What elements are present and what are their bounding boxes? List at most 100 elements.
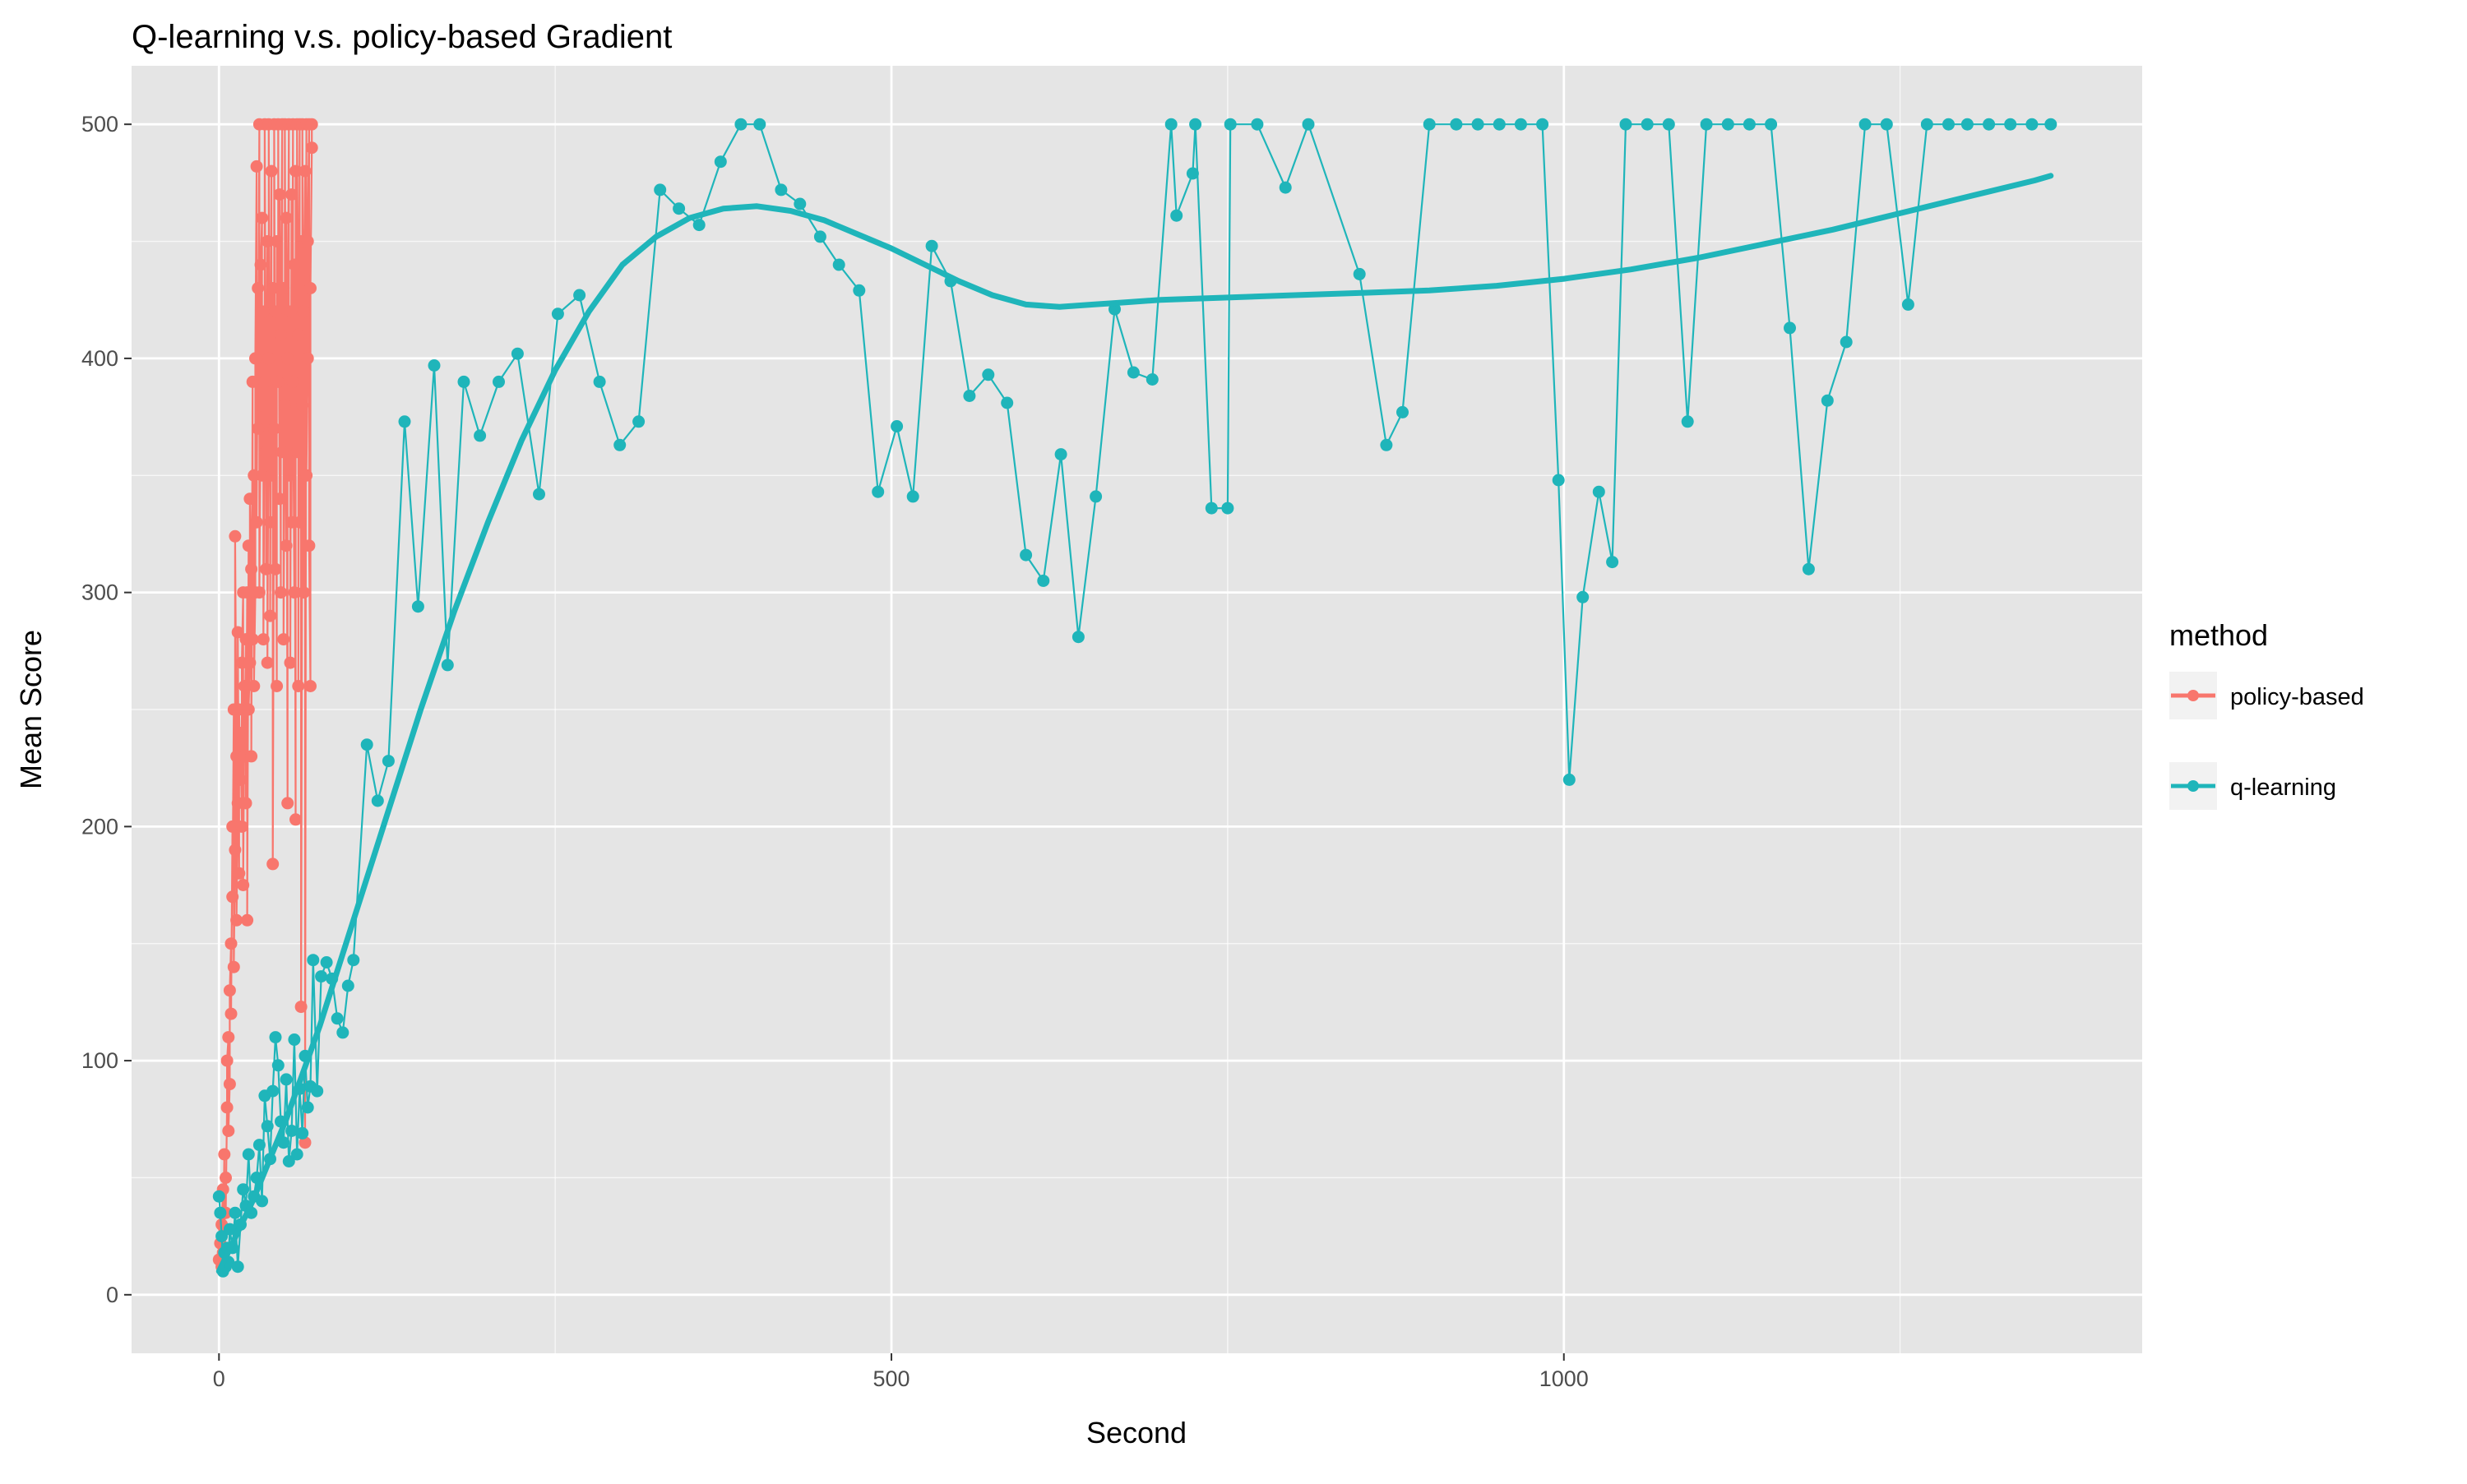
data-point-q-learning (290, 1148, 303, 1161)
data-point-q-learning (551, 307, 564, 321)
data-point-policy-based (299, 1136, 312, 1149)
data-point-q-learning (212, 1190, 225, 1203)
data-point-q-learning (1001, 396, 1014, 409)
data-point-policy-based (304, 680, 317, 692)
data-point-q-learning (360, 738, 373, 751)
data-point-q-learning (853, 284, 866, 297)
data-point-q-learning (1072, 631, 1085, 644)
data-point-q-learning (673, 202, 686, 215)
data-point-q-learning (1221, 502, 1234, 515)
data-point-policy-based (256, 469, 269, 482)
data-point-policy-based (220, 1054, 234, 1067)
data-point-q-learning (982, 368, 995, 381)
data-point-q-learning (1920, 118, 1933, 131)
data-point-policy-based (261, 235, 274, 247)
y-axis-title: Mean Score (14, 630, 48, 789)
data-point-q-learning (1765, 118, 1778, 131)
x-axis-title: Second (1086, 1416, 1187, 1449)
data-point-q-learning (2044, 118, 2057, 131)
data-point-q-learning (269, 1031, 282, 1044)
data-point-policy-based (229, 844, 242, 857)
data-point-policy-based (223, 1078, 236, 1091)
data-point-q-learning (1279, 181, 1292, 194)
data-point-q-learning (613, 438, 627, 451)
data-point-policy-based (275, 586, 287, 599)
data-point-q-learning (231, 1260, 244, 1274)
data-point-q-learning (428, 359, 441, 372)
data-point-policy-based (242, 539, 255, 552)
data-point-policy-based (252, 282, 265, 294)
data-point-policy-based (280, 539, 293, 552)
data-point-q-learning (382, 755, 395, 768)
data-point-policy-based (234, 773, 247, 786)
data-point-q-learning (261, 1120, 274, 1133)
data-point-q-learning (311, 1084, 324, 1098)
data-point-q-learning (256, 1195, 269, 1208)
data-point-q-learning (296, 1126, 309, 1140)
data-point-policy-based (220, 1101, 234, 1114)
data-point-q-learning (734, 118, 748, 131)
data-point-policy-based (237, 879, 250, 891)
data-point-policy-based (250, 159, 263, 173)
data-point-q-learning (266, 1084, 280, 1098)
data-point-q-learning (1450, 118, 1463, 131)
data-point-policy-based (264, 515, 276, 529)
data-point-q-learning (457, 375, 470, 388)
data-point-policy-based (258, 375, 271, 388)
data-point-q-learning (280, 1073, 293, 1086)
data-point-q-learning (692, 219, 706, 232)
x-tick-label: 1000 (1539, 1366, 1589, 1391)
data-point-q-learning (1743, 118, 1756, 131)
data-point-q-learning (282, 1155, 295, 1167)
data-point-policy-based (234, 727, 247, 739)
data-point-policy-based (275, 446, 289, 459)
data-point-q-learning (714, 155, 727, 169)
data-point-q-learning (474, 429, 487, 442)
data-point-q-learning (832, 258, 845, 271)
data-point-q-learning (593, 375, 606, 388)
data-point-policy-based (267, 422, 280, 435)
data-point-q-learning (1592, 485, 1605, 498)
x-tick-label: 500 (872, 1366, 910, 1391)
data-point-policy-based (245, 750, 258, 763)
data-point-q-learning (753, 118, 766, 131)
data-point-q-learning (214, 1206, 227, 1219)
data-point-policy-based (289, 813, 302, 826)
series-layer (212, 118, 2057, 1278)
legend: method policy-based q-learning (2169, 618, 2364, 810)
data-point-q-learning (1224, 118, 1237, 131)
data-point-policy-based (265, 469, 278, 482)
data-point-policy-based (304, 282, 317, 294)
data-point-q-learning (1536, 118, 1549, 131)
data-point-q-learning (331, 1012, 344, 1025)
data-point-policy-based (292, 328, 305, 341)
data-point-policy-based (305, 118, 318, 131)
data-point-q-learning (1423, 118, 1436, 131)
data-point-q-learning (1840, 335, 1853, 349)
data-point-q-learning (511, 347, 524, 360)
gridlines (132, 7, 2142, 1353)
data-point-policy-based (235, 820, 248, 833)
data-point-q-learning (398, 415, 411, 428)
data-point-policy-based (222, 1125, 235, 1137)
data-point-q-learning (493, 375, 505, 388)
data-point-q-learning (632, 415, 646, 428)
data-point-policy-based (239, 797, 252, 810)
data-point-q-learning (223, 1223, 236, 1236)
data-point-q-learning (1784, 321, 1796, 335)
data-point-policy-based (299, 164, 312, 178)
data-point-q-learning (1576, 590, 1590, 603)
data-point-policy-based (224, 937, 238, 950)
data-point-q-learning (1641, 118, 1654, 131)
data-point-policy-based (227, 960, 240, 973)
data-point-q-learning (1146, 373, 1159, 386)
data-point-policy-based (296, 399, 309, 412)
data-point-q-learning (215, 1230, 229, 1243)
data-point-policy-based (280, 211, 293, 224)
data-point-policy-based (254, 258, 267, 271)
data-point-q-learning (1552, 474, 1565, 487)
y-tick-label: 0 (106, 1283, 118, 1307)
data-point-q-learning (1514, 118, 1527, 131)
data-point-q-learning (1170, 209, 1183, 222)
